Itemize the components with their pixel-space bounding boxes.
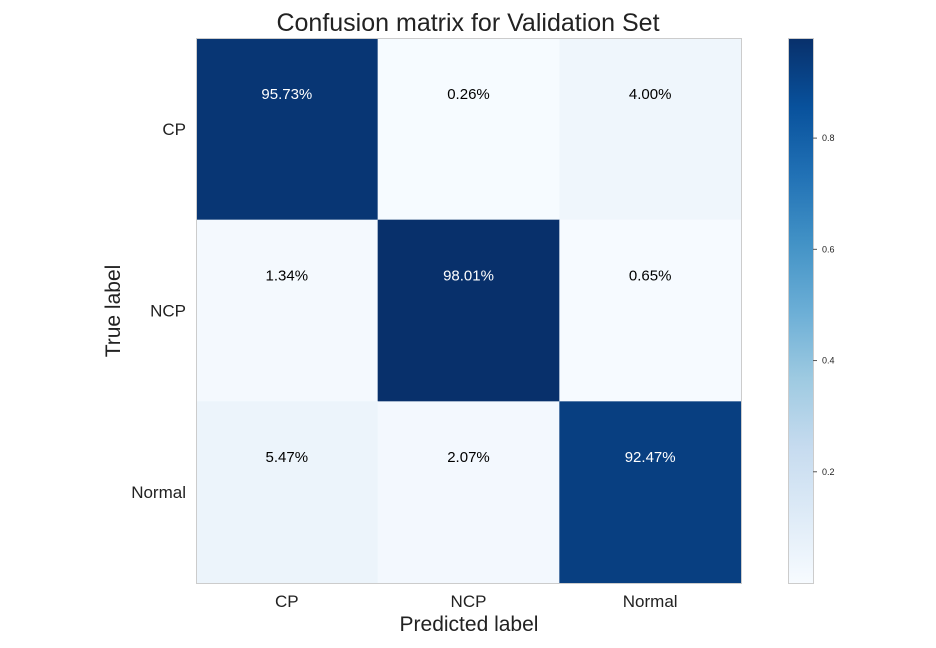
y-tick-label: NCP: [150, 302, 186, 321]
x-tick-label: CP: [275, 592, 299, 611]
colorbar: [788, 38, 814, 584]
colorbar-tick-label: 0.4: [822, 356, 835, 366]
cell-value-label: 4.00%: [629, 86, 672, 103]
chart-title: Confusion matrix for Validation Set: [276, 9, 659, 37]
heatmap-cell: [377, 219, 560, 402]
cell-value-label: 0.65%: [629, 268, 672, 285]
heatmap-cell: [559, 401, 742, 584]
heatmap-cells: 95.73% 0.26% 4.00% 1.34% 98.01% 0.65% 5.47% 2.0…: [196, 38, 742, 584]
cell-value-label: 98.01%: [443, 268, 494, 285]
cell-value-label: 2.07%: [447, 449, 490, 466]
cell-value-label: 5.47%: [266, 449, 309, 466]
heatmap-cell: [559, 219, 742, 402]
y-axis-label: True label: [102, 265, 125, 358]
heatmap-cell: [196, 38, 379, 221]
colorbar-ticks: 0.2 0.4 0.6 0.8: [813, 133, 835, 477]
x-tick-labels: CP NCP Normal: [275, 592, 678, 611]
y-tick-label: CP: [162, 120, 186, 139]
colorbar-tick-label: 0.2: [822, 467, 835, 477]
x-tick-label: NCP: [451, 592, 487, 611]
colorbar-tick-label: 0.6: [822, 244, 835, 254]
cell-value-label: 0.26%: [447, 86, 490, 103]
cell-value-label: 1.34%: [266, 268, 309, 285]
colorbar-tick-label: 0.8: [822, 133, 835, 143]
x-axis-label: Predicted label: [400, 613, 539, 636]
heatmap-cell: [196, 219, 379, 402]
y-tick-labels: CP NCP Normal: [131, 120, 186, 502]
plot-frame: [196, 38, 742, 584]
heatmap-cell: [377, 401, 560, 584]
y-tick-label: Normal: [131, 483, 186, 502]
heatmap-cell: [559, 38, 742, 221]
cell-value-label: 92.47%: [625, 449, 676, 466]
heatmap-cell: [196, 401, 379, 584]
cell-value-label: 95.73%: [261, 86, 312, 103]
heatmap-cell: [377, 38, 560, 221]
x-tick-label: Normal: [623, 592, 678, 611]
